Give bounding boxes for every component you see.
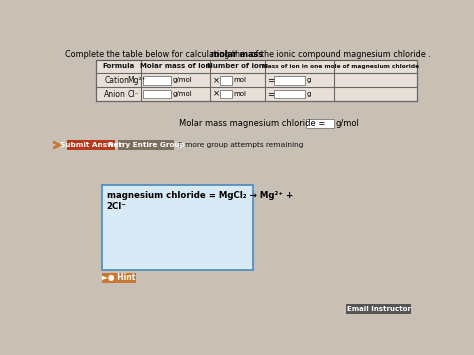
Text: of the ionic compound magnesium chloride .: of the ionic compound magnesium chloride… bbox=[248, 50, 431, 59]
Text: g/mol: g/mol bbox=[336, 119, 360, 128]
Text: magnesium chloride = MgCl₂ → Mg²⁺ +: magnesium chloride = MgCl₂ → Mg²⁺ + bbox=[107, 191, 292, 200]
Bar bbox=[118, 140, 174, 151]
Text: =: = bbox=[267, 76, 274, 85]
Text: Submit Answer: Submit Answer bbox=[60, 142, 122, 148]
Bar bbox=[96, 60, 417, 101]
Text: Email Instructor: Email Instructor bbox=[346, 306, 410, 312]
Text: mol: mol bbox=[234, 91, 246, 97]
Bar bbox=[219, 76, 232, 84]
Text: Retry Entire Group: Retry Entire Group bbox=[108, 142, 184, 148]
Bar bbox=[306, 119, 334, 128]
Text: 9 more group attempts remaining: 9 more group attempts remaining bbox=[178, 142, 303, 148]
Bar bbox=[143, 90, 171, 98]
Text: =: = bbox=[267, 90, 274, 99]
Text: Cl⁻: Cl⁻ bbox=[128, 90, 139, 99]
Text: Anion: Anion bbox=[104, 90, 126, 99]
Bar bbox=[102, 273, 136, 283]
Text: ×: × bbox=[213, 90, 220, 99]
Text: mol: mol bbox=[234, 77, 246, 83]
Bar bbox=[274, 90, 305, 98]
Bar bbox=[102, 185, 253, 270]
Text: molar mass: molar mass bbox=[211, 50, 263, 59]
Text: Molar mass of ion: Molar mass of ion bbox=[140, 64, 210, 70]
Text: Cation: Cation bbox=[104, 76, 129, 85]
Text: g: g bbox=[307, 77, 311, 83]
Text: Molar mass magnesium chloride =: Molar mass magnesium chloride = bbox=[179, 119, 326, 128]
Bar bbox=[346, 304, 411, 313]
Text: ►● Hint: ►● Hint bbox=[102, 273, 136, 282]
Text: ×: × bbox=[213, 76, 220, 85]
Bar bbox=[143, 76, 171, 84]
Text: g/mol: g/mol bbox=[173, 91, 192, 97]
Text: Complete the table below for calculating the: Complete the table below for calculating… bbox=[65, 50, 248, 59]
Text: Formula: Formula bbox=[102, 64, 135, 70]
Bar bbox=[67, 140, 115, 151]
Text: Mass of ion in one mole of magnesium chloride: Mass of ion in one mole of magnesium chl… bbox=[263, 64, 419, 69]
Bar bbox=[274, 76, 305, 84]
Text: 2Cl⁻: 2Cl⁻ bbox=[107, 202, 126, 211]
Text: g/mol: g/mol bbox=[173, 77, 192, 83]
Text: g: g bbox=[307, 91, 311, 97]
Text: Mg²⁺: Mg²⁺ bbox=[128, 76, 146, 85]
Text: Number of ions: Number of ions bbox=[207, 64, 268, 70]
Bar bbox=[219, 90, 232, 98]
